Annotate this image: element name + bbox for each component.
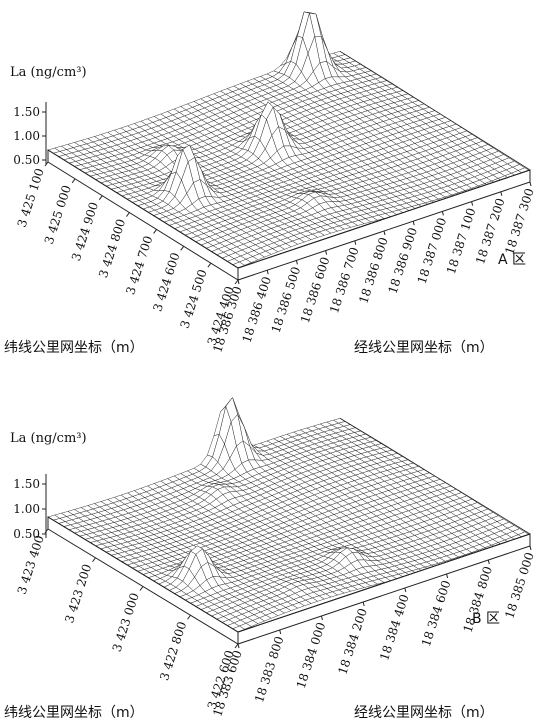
panel-label-b: B 区	[472, 611, 500, 627]
lon-tick-mark	[471, 201, 474, 206]
z-tick-label: 1.50	[13, 477, 40, 491]
lon-tick-label: 18 386 600	[298, 255, 333, 325]
lon-tick-label: 18 384 000	[294, 621, 329, 691]
lon-tick-mark	[529, 545, 532, 551]
lat-tick-label: 3 425 000	[42, 183, 74, 245]
z-axis-label-b: La (ng/cm³)	[10, 431, 87, 446]
base-box-a	[47, 50, 531, 281]
panel-label-a: A 区	[498, 252, 526, 268]
lat-tick-label: 3 424 500	[178, 268, 210, 330]
lon-tick-label: 18 386 400	[240, 275, 275, 345]
lon-tick-label: 18 384 400	[377, 593, 412, 663]
base-box-b	[47, 417, 531, 645]
lat-tick-mark	[126, 212, 130, 217]
lat-tick-label: 3 425 100	[15, 167, 47, 229]
lat-tick-label: 3 424 800	[96, 217, 128, 279]
base-edge-right	[237, 533, 531, 633]
lon-tick-mark	[237, 279, 240, 285]
lat-tick-mark	[71, 178, 76, 184]
lon-tick-mark	[354, 240, 357, 245]
lon-tick-label: 18 386 800	[356, 236, 391, 306]
base-edge-left	[47, 149, 239, 269]
z-tick-label: 0.50	[13, 527, 40, 541]
surface-mesh-a	[47, 11, 531, 269]
lat-tick-label: 3 422 800	[157, 620, 189, 682]
lon-tick-mark	[500, 191, 503, 196]
surface-mesh-b	[47, 397, 531, 633]
lat-tick-mark	[153, 229, 157, 234]
lon-tick-label: 18 384 200	[335, 607, 370, 677]
base-edge-back	[339, 50, 531, 171]
lon-axis-label-b: 经线公里网坐标（m）	[354, 705, 494, 721]
lat-tick-mark	[234, 643, 239, 649]
lon-tick-label: 18 386 500	[269, 265, 304, 335]
lat-tick-label: 3 424 900	[69, 200, 101, 262]
lat-tick-mark	[180, 245, 185, 251]
lat-tick-label: 3 423 400	[15, 534, 47, 596]
lon-tick-mark	[266, 270, 269, 275]
lat-tick-mark	[44, 161, 49, 167]
lat-tick-mark	[98, 195, 103, 201]
lon-tick-mark	[362, 601, 365, 607]
z-axis-label-a: La (ng/cm³)	[10, 65, 87, 80]
lon-tick-mark	[446, 573, 449, 579]
lon-axis-label-a: 经线公里网坐标（m）	[354, 340, 494, 356]
base-edge-back	[339, 417, 531, 535]
lon-tick-label: 18 387 000	[415, 216, 450, 286]
z-tick-label: 0.50	[13, 153, 40, 167]
lat-tick-mark	[139, 586, 144, 591]
lon-tick-mark	[279, 629, 282, 635]
z-tick-label: 1.00	[13, 129, 40, 143]
lat-tick-mark	[92, 557, 96, 563]
lat-axis-label-a: 纬线公里网坐标（m）	[4, 340, 144, 356]
lon-tick-mark	[412, 221, 415, 226]
lon-tick-mark	[383, 230, 386, 236]
lat-axis-label-b: 纬线公里网坐标（m）	[4, 705, 144, 721]
lon-tick-mark	[487, 559, 490, 565]
lat-tick-label: 3 424 600	[150, 251, 182, 313]
base-edge-right	[237, 169, 531, 269]
z-ticks-b: 1.50 1.00 0.50	[13, 474, 47, 541]
lon-tick-label: 18 386 700	[327, 245, 362, 315]
lon-tick-label: 18 385 000	[502, 551, 536, 621]
lon-tick-mark	[529, 181, 532, 187]
lat-tick-mark	[44, 528, 49, 534]
lon-tick-label: 18 387 300	[502, 187, 536, 257]
lon-tick-label: 18 383 800	[252, 635, 287, 705]
lon-tick-mark	[320, 615, 323, 621]
lon-tick-mark	[325, 250, 328, 255]
lon-tick-label: 18 384 600	[419, 579, 454, 649]
lat-tick-label: 3 423 000	[110, 591, 142, 653]
lat-tick-mark	[207, 262, 212, 268]
z-ticks-a: 1.50 1.00 0.50	[13, 102, 47, 167]
lon-tick-mark	[295, 260, 298, 265]
lon-tick-mark	[404, 587, 407, 593]
base-edge-left	[47, 516, 239, 633]
lon-tick-label: 18 386 900	[386, 226, 421, 296]
lat-tick-mark	[187, 614, 191, 620]
z-tick-label: 1.00	[13, 502, 40, 516]
z-tick-label: 1.50	[13, 105, 40, 119]
lat-tick-label: 3 423 200	[62, 562, 94, 624]
lon-tick-mark	[237, 643, 240, 649]
lat-tick-mark	[234, 279, 239, 285]
surface-chart-b: La (ng/cm³) 1.50 1.00 0.50 3 423 400 3 423 …	[4, 397, 536, 721]
lon-tick-mark	[441, 211, 444, 216]
lat-tick-label: 3 424 700	[123, 234, 155, 296]
lon-tick-label: 18 387 100	[444, 206, 479, 276]
